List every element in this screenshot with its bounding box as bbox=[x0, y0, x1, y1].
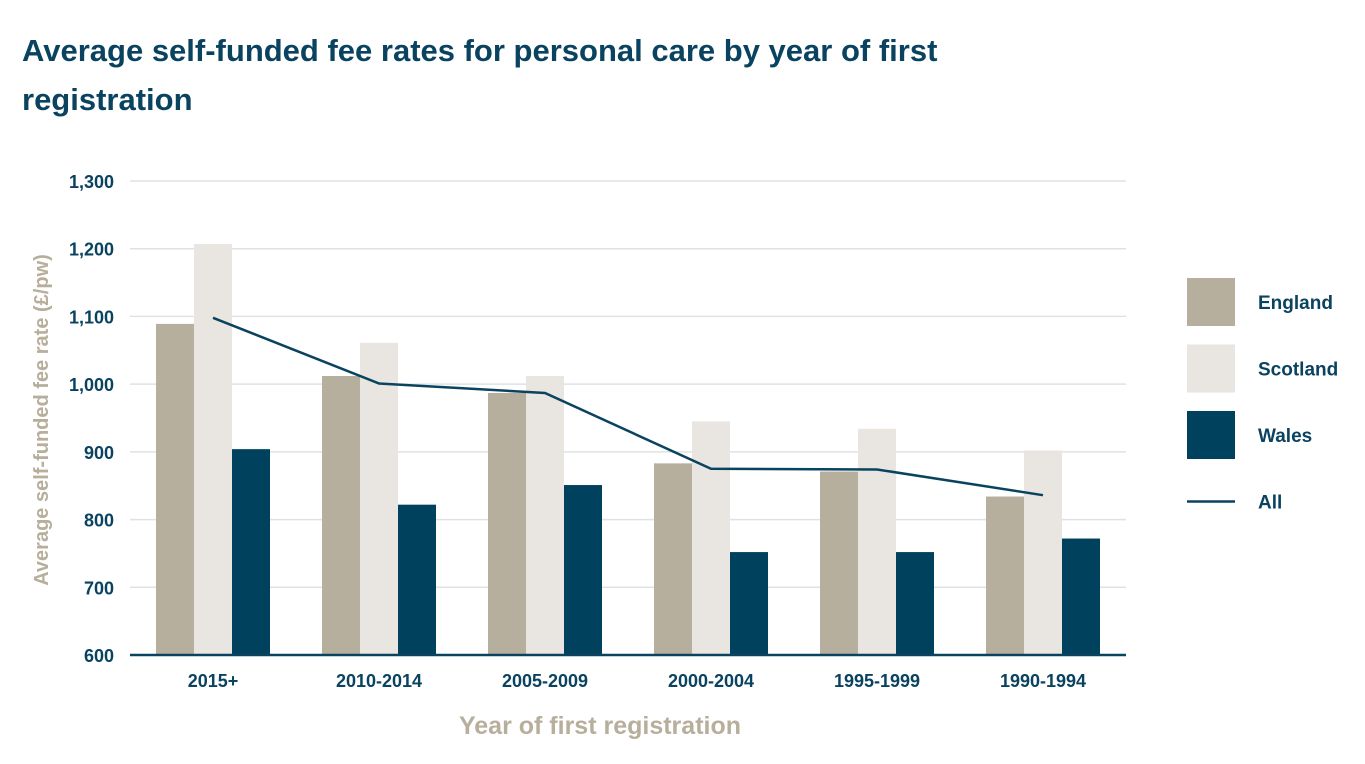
bar-scotland bbox=[692, 421, 730, 655]
bar-wales bbox=[398, 504, 436, 655]
legend-label-england: England bbox=[1258, 293, 1333, 314]
bar-england bbox=[322, 376, 360, 655]
x-tick-label: 2000-2004 bbox=[668, 671, 754, 691]
bar-scotland bbox=[1024, 450, 1062, 655]
bar-wales bbox=[564, 485, 602, 655]
x-tick-label: 1990-1994 bbox=[1000, 671, 1086, 691]
axes: 600 700 800 900 1,000 1,100 1,200 1,300 2015+ 201… bbox=[69, 172, 1126, 691]
bar-england bbox=[156, 323, 194, 655]
y-axis-title: Average self-funded fee rate (£/pw) bbox=[31, 254, 53, 586]
bar-england bbox=[820, 471, 858, 655]
x-tick-label: 1995-1999 bbox=[834, 671, 920, 691]
bars bbox=[156, 243, 1100, 655]
all-line-layer bbox=[212, 316, 1044, 497]
y-tick-label: 1,100 bbox=[69, 307, 114, 327]
y-tick-label: 800 bbox=[84, 511, 114, 531]
bar-scotland bbox=[858, 428, 896, 655]
legend-label-all: All bbox=[1258, 493, 1282, 514]
legend-swatch-england bbox=[1187, 278, 1235, 326]
y-tick-label: 600 bbox=[84, 646, 114, 666]
bar-wales bbox=[896, 552, 934, 655]
bar-england bbox=[986, 496, 1024, 655]
y-tick-label: 1,200 bbox=[69, 240, 114, 260]
y-tick-label: 700 bbox=[84, 578, 114, 598]
bar-scotland bbox=[194, 243, 232, 655]
x-tick-label: 2005-2009 bbox=[502, 671, 588, 691]
bar-england bbox=[488, 392, 526, 655]
bar-wales bbox=[232, 449, 270, 655]
bar-england bbox=[654, 463, 692, 655]
bar-wales bbox=[1062, 538, 1100, 655]
x-axis-title: Year of first registration bbox=[459, 712, 741, 740]
bar-wales bbox=[730, 552, 768, 655]
x-tick-label: 2010-2014 bbox=[336, 671, 422, 691]
y-tick-label: 1,000 bbox=[69, 375, 114, 395]
bar-scotland bbox=[526, 376, 564, 655]
series-line-all bbox=[212, 316, 1044, 497]
legend-label-wales: Wales bbox=[1258, 426, 1312, 447]
legend-swatch-wales bbox=[1187, 411, 1235, 459]
legend-label-scotland: Scotland bbox=[1258, 360, 1338, 381]
legend-swatch-scotland bbox=[1187, 344, 1235, 393]
x-tick-label: 2015+ bbox=[188, 671, 239, 691]
legend: England Scotland Wales All bbox=[1187, 278, 1338, 514]
gridlines bbox=[130, 180, 1126, 589]
bar-scotland bbox=[360, 342, 398, 655]
chart-title: Average self-funded fee rates for person… bbox=[22, 33, 938, 117]
y-tick-label: 1,300 bbox=[69, 172, 114, 192]
y-tick-label: 900 bbox=[84, 443, 114, 463]
